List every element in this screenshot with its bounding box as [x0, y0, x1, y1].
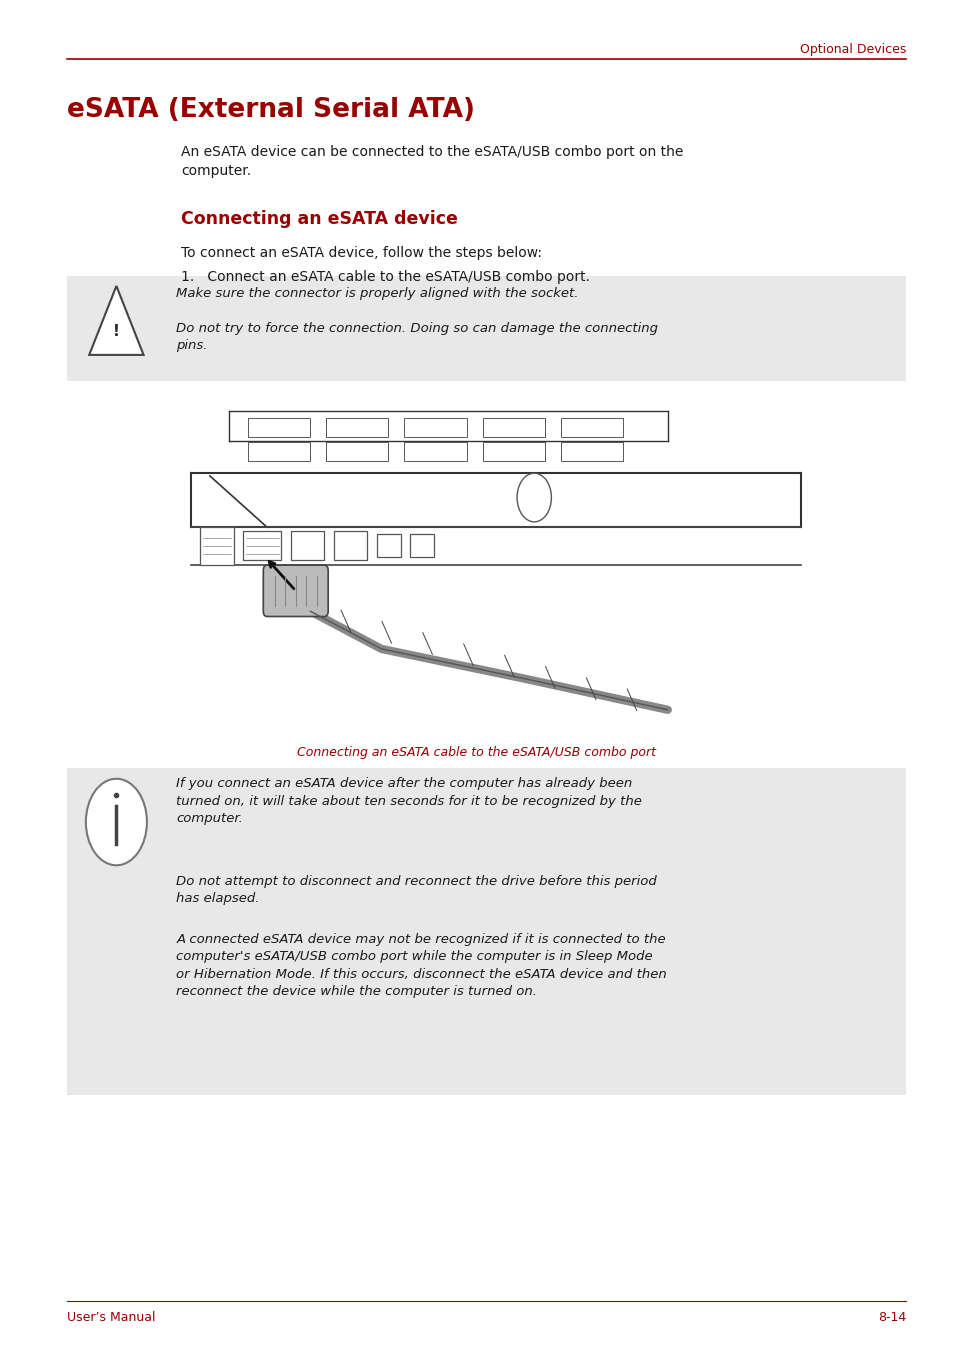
Bar — [248, 418, 310, 437]
Text: Connecting an eSATA device: Connecting an eSATA device — [181, 210, 457, 227]
Text: A connected eSATA device may not be recognized if it is connected to the
compute: A connected eSATA device may not be reco… — [176, 933, 666, 998]
Text: eSATA (External Serial ATA): eSATA (External Serial ATA) — [67, 97, 475, 123]
FancyBboxPatch shape — [67, 276, 905, 381]
Text: Optional Devices: Optional Devices — [799, 43, 905, 57]
Text: User’s Manual: User’s Manual — [67, 1311, 155, 1325]
Text: 1.   Connect an eSATA cable to the eSATA/USB combo port.: 1. Connect an eSATA cable to the eSATA/U… — [181, 270, 590, 284]
Bar — [560, 418, 622, 437]
Bar — [410, 534, 434, 557]
Text: Do not attempt to disconnect and reconnect the drive before this period
has elap: Do not attempt to disconnect and reconne… — [176, 875, 657, 906]
Circle shape — [517, 473, 551, 522]
FancyBboxPatch shape — [191, 392, 839, 737]
Bar — [326, 418, 388, 437]
Bar — [248, 442, 310, 461]
Bar — [291, 531, 324, 560]
Text: Do not try to force the connection. Doing so can damage the connecting
pins.: Do not try to force the connection. Doin… — [176, 322, 658, 352]
Text: To connect an eSATA device, follow the steps below:: To connect an eSATA device, follow the s… — [181, 246, 541, 260]
Text: !: ! — [112, 324, 120, 339]
Polygon shape — [89, 287, 143, 354]
Bar — [200, 527, 233, 565]
Bar — [482, 442, 544, 461]
Text: Connecting an eSATA cable to the eSATA/USB combo port: Connecting an eSATA cable to the eSATA/U… — [297, 746, 656, 760]
Bar — [334, 531, 367, 560]
Bar — [243, 531, 281, 560]
Text: 8-14: 8-14 — [877, 1311, 905, 1325]
Text: If you connect an eSATA device after the computer has already been
turned on, it: If you connect an eSATA device after the… — [176, 777, 641, 826]
Text: Make sure the connector is properly aligned with the socket.: Make sure the connector is properly alig… — [176, 287, 578, 300]
Bar — [326, 442, 388, 461]
FancyBboxPatch shape — [263, 565, 328, 617]
Bar — [404, 418, 466, 437]
Bar — [404, 442, 466, 461]
Text: An eSATA device can be connected to the eSATA/USB combo port on the
computer.: An eSATA device can be connected to the … — [181, 145, 683, 178]
Bar — [376, 534, 400, 557]
Circle shape — [86, 779, 147, 865]
Bar — [482, 418, 544, 437]
Bar — [560, 442, 622, 461]
FancyBboxPatch shape — [67, 768, 905, 1095]
